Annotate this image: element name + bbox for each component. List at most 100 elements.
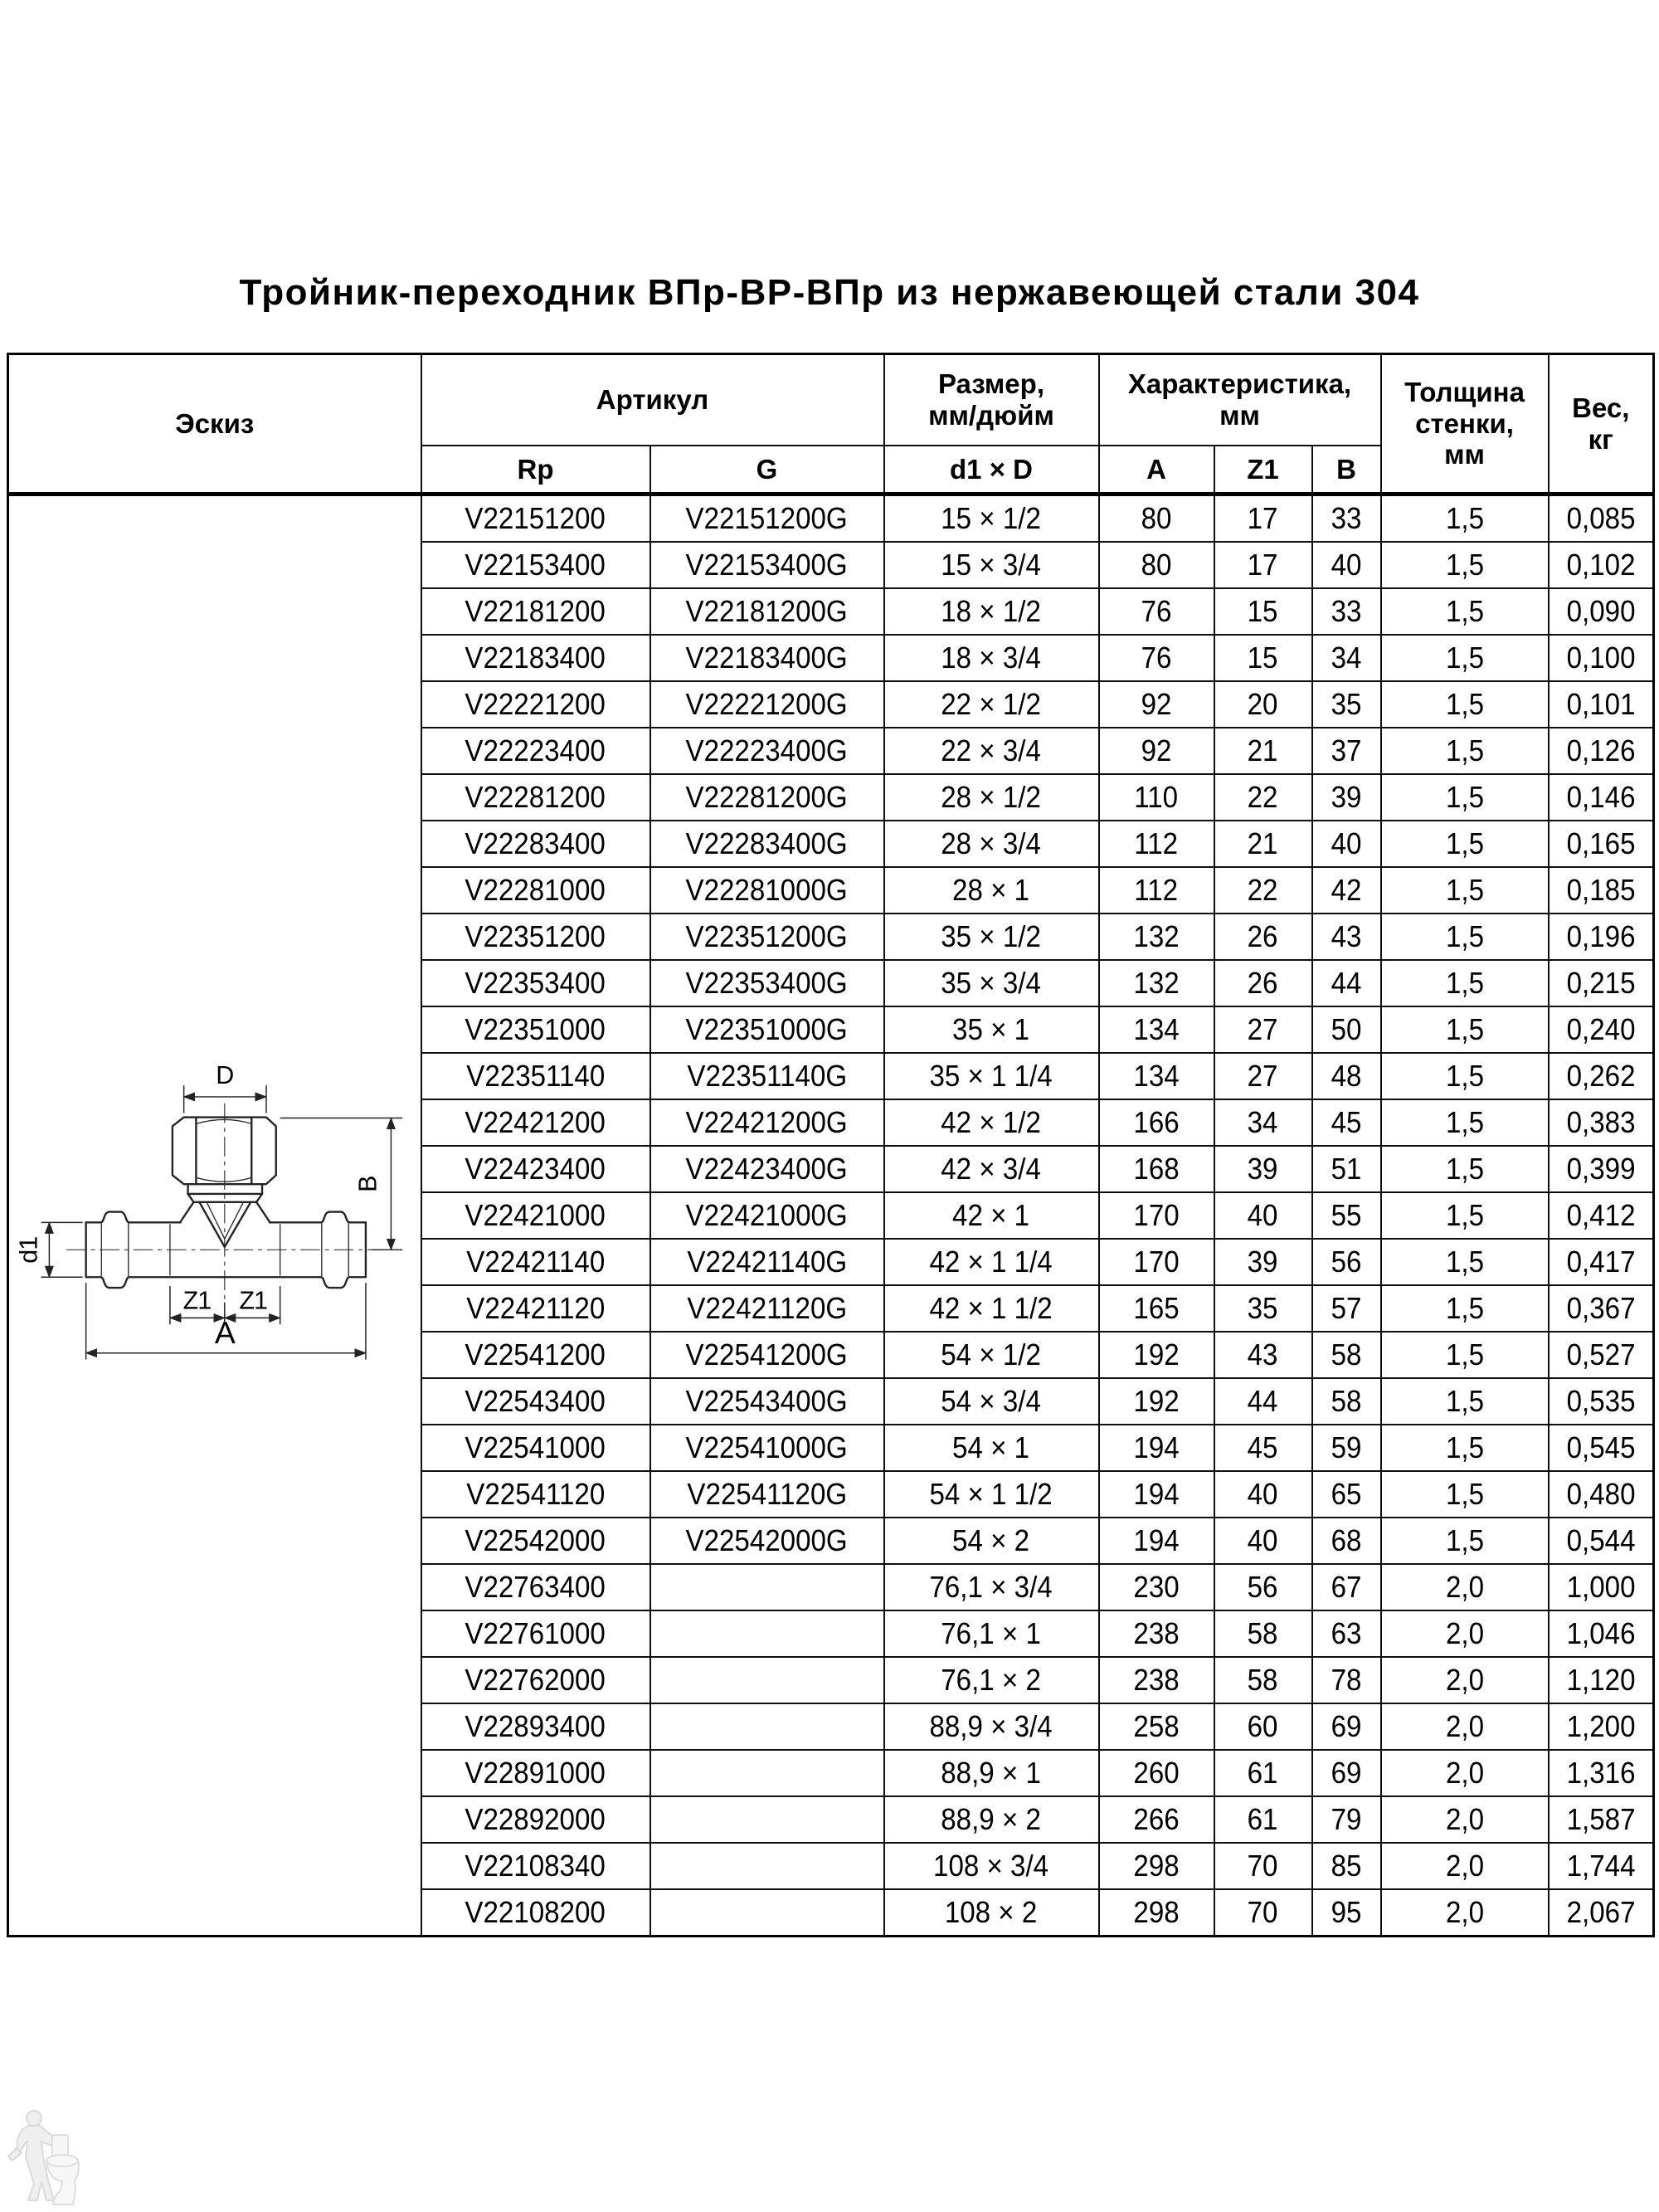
cell-rp: V22421120 xyxy=(420,1284,651,1333)
cell-size: 15 × 1/2 xyxy=(883,493,1100,543)
cell-b: 63 xyxy=(1311,1610,1382,1658)
hex-nut-outline xyxy=(171,1115,277,1185)
cell-weight: 0,102 xyxy=(1547,541,1655,589)
cell-a: 92 xyxy=(1097,680,1215,728)
table-row: V22421000 V22421000G 42 × 1 170 40 55 1,5 0,412 xyxy=(8,1191,1655,1240)
cell-b: 48 xyxy=(1311,1052,1382,1100)
dimension-B xyxy=(280,1116,402,1251)
dim-label-D: D xyxy=(216,1061,233,1089)
cell-a: 80 xyxy=(1097,493,1215,543)
cell-a: 194 xyxy=(1097,1470,1215,1518)
cell-g: V22351200G xyxy=(649,913,885,961)
cell-g: V22181200G xyxy=(649,587,885,636)
spec-table: Эскиз Артикул Размер, мм/дюйм Характерис… xyxy=(7,353,1656,1937)
cell-z1: 44 xyxy=(1213,1377,1313,1425)
cell-weight: 0,367 xyxy=(1547,1284,1655,1333)
cell-weight: 0,383 xyxy=(1547,1099,1655,1147)
tee-fitting-sketch: D B d1 Z1 Z1 A xyxy=(19,1061,402,1360)
col-header-z1: Z1 xyxy=(1213,445,1313,495)
cell-rp: V22762000 xyxy=(420,1656,651,1704)
cell-a: 230 xyxy=(1097,1563,1215,1611)
cell-weight: 1,120 xyxy=(1547,1656,1655,1704)
cell-weight: 1,316 xyxy=(1547,1749,1655,1797)
cell-a: 238 xyxy=(1097,1656,1215,1704)
cell-b: 40 xyxy=(1311,541,1382,589)
cell-b: 59 xyxy=(1311,1424,1382,1472)
cell-wall: 1,5 xyxy=(1379,959,1550,1007)
cell-z1: 39 xyxy=(1213,1238,1313,1286)
cell-rp: V22423400 xyxy=(420,1145,651,1193)
cell-g: V22223400G xyxy=(649,727,885,775)
cell-b: 44 xyxy=(1311,959,1382,1007)
cell-weight: 0,399 xyxy=(1547,1145,1655,1193)
cell-size: 88,9 × 2 xyxy=(883,1795,1100,1844)
cell-b: 69 xyxy=(1311,1749,1382,1797)
table-row: V22351000 V22351000G 35 × 1 134 27 50 1,5 0,240 xyxy=(8,1006,1655,1054)
cell-size: 35 × 1 xyxy=(883,1006,1100,1054)
cell-weight: 1,587 xyxy=(1547,1795,1655,1844)
table-row: V22108340 108 × 3/4 298 70 85 2,0 1,744 xyxy=(8,1842,1655,1890)
cell-b: 42 xyxy=(1311,866,1382,914)
cell-weight: 0,146 xyxy=(1547,773,1655,821)
table-row: V22763400 76,1 × 3/4 230 56 67 2,0 1,000 xyxy=(8,1563,1655,1611)
cell-a: 170 xyxy=(1097,1238,1215,1286)
table-row: V22108200 108 × 2 298 70 95 2,0 2,067 xyxy=(8,1888,1655,1937)
cell-weight: 0,196 xyxy=(1547,913,1655,961)
sketch-cell: D B d1 Z1 Z1 A xyxy=(7,493,422,1937)
cell-rp: V22283400 xyxy=(420,820,651,868)
cell-g: V22281200G xyxy=(649,773,885,821)
cell-b: 56 xyxy=(1311,1238,1382,1286)
cell-z1: 56 xyxy=(1213,1563,1313,1611)
cell-g: V22153400G xyxy=(649,541,885,589)
cell-a: 134 xyxy=(1097,1006,1215,1054)
table-row: V22351200 V22351200G 35 × 1/2 132 26 43 1,5 0,1… xyxy=(8,913,1655,961)
cell-weight: 0,165 xyxy=(1547,820,1655,868)
cell-wall: 2,0 xyxy=(1379,1563,1550,1611)
cell-wall: 1,5 xyxy=(1379,1052,1550,1100)
table-row: V22281200 V22281200G 28 × 1/2 110 22 39 1,5 0,1… xyxy=(8,773,1655,821)
cell-wall: 1,5 xyxy=(1379,866,1550,914)
cell-rp: V22421200 xyxy=(420,1099,651,1147)
cell-b: 95 xyxy=(1311,1888,1382,1937)
cell-g: V22351140G xyxy=(649,1052,885,1100)
cell-size: 76,1 × 3/4 xyxy=(883,1563,1100,1611)
cell-a: 165 xyxy=(1097,1284,1215,1333)
cell-rp: V22541120 xyxy=(420,1470,651,1518)
cell-wall: 2,0 xyxy=(1379,1888,1550,1937)
cell-wall: 1,5 xyxy=(1379,1145,1550,1193)
cell-size: 76,1 × 2 xyxy=(883,1656,1100,1704)
table-row: V22283400 V22283400G 28 × 3/4 112 21 40 1,5 0,1… xyxy=(8,820,1655,868)
cell-g: V22421200G xyxy=(649,1099,885,1147)
branch-neck-outline xyxy=(179,1182,270,1248)
dimension-A xyxy=(85,1282,367,1360)
cell-size: 22 × 1/2 xyxy=(883,680,1100,728)
cell-b: 67 xyxy=(1311,1563,1382,1611)
cell-size: 42 × 1/2 xyxy=(883,1099,1100,1147)
dimension-D xyxy=(182,1084,267,1113)
cell-z1: 58 xyxy=(1213,1656,1313,1704)
dimension-d1 xyxy=(41,1220,83,1278)
cell-size: 42 × 3/4 xyxy=(883,1145,1100,1193)
cell-g: V22541000G xyxy=(649,1424,885,1472)
cell-a: 134 xyxy=(1097,1052,1215,1100)
cell-weight: 0,480 xyxy=(1547,1470,1655,1518)
cell-b: 79 xyxy=(1311,1795,1382,1844)
cell-z1: 61 xyxy=(1213,1749,1313,1797)
cell-rp: V22891000 xyxy=(420,1749,651,1797)
cell-wall: 1,5 xyxy=(1379,727,1550,775)
cell-size: 88,9 × 1 xyxy=(883,1749,1100,1797)
cell-weight: 0,185 xyxy=(1547,866,1655,914)
cell-a: 192 xyxy=(1097,1377,1215,1425)
cell-rp: V22223400 xyxy=(420,727,651,775)
cell-rp: V22151200 xyxy=(420,493,651,543)
cell-wall: 1,5 xyxy=(1379,1517,1550,1565)
cell-wall: 1,5 xyxy=(1379,587,1550,636)
col-header-article: Артикул xyxy=(420,353,885,446)
cell-size: 54 × 3/4 xyxy=(883,1377,1100,1425)
page-title: Тройник-переходник ВПр-ВР-ВПр из нержаве… xyxy=(239,272,1420,313)
cell-b: 40 xyxy=(1311,820,1382,868)
col-header-b: B xyxy=(1311,445,1382,495)
cell-a: 266 xyxy=(1097,1795,1215,1844)
cell-g: V22151200G xyxy=(649,493,885,543)
cell-a: 238 xyxy=(1097,1610,1215,1658)
